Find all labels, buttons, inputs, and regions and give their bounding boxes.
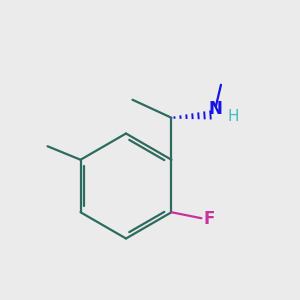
Text: F: F xyxy=(203,210,215,228)
Text: N: N xyxy=(209,100,223,118)
Text: H: H xyxy=(227,109,239,124)
